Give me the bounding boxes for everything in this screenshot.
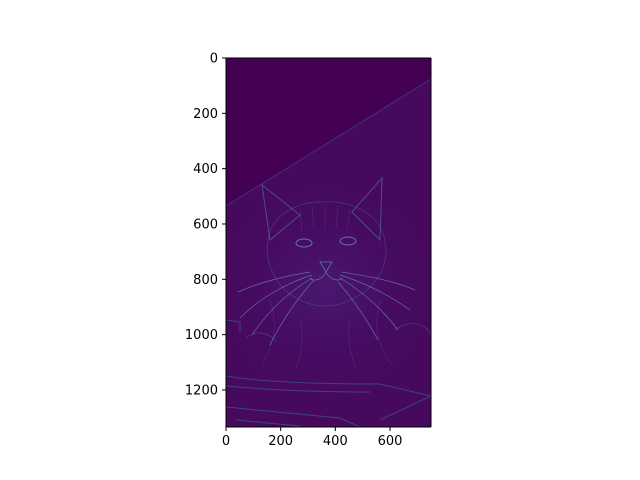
- y-axis: 0 200 400 600 800 1000 1200: [185, 52, 226, 398]
- x-axis: 0 200 400 600: [222, 427, 403, 449]
- cat-right-paw: [394, 323, 431, 336]
- axes-frame: [225, 57, 432, 428]
- cat-body: [226, 190, 431, 410]
- y-tick-label: 400: [193, 162, 218, 177]
- y-tick-label: 600: [193, 217, 218, 232]
- x-tick-label: 600: [378, 434, 403, 449]
- cat-right-eye: [339, 236, 357, 246]
- y-tick-label: 1200: [185, 383, 218, 398]
- x-tick-label: 0: [222, 434, 230, 449]
- y-tick-label: 200: [193, 107, 218, 122]
- cat-left-paw: [245, 332, 277, 343]
- cat-nose: [319, 261, 333, 273]
- cat-head: [266, 201, 387, 307]
- y-tick-label: 0: [210, 52, 218, 67]
- cat-right-ear: [351, 176, 383, 242]
- diagonal-edge: [226, 78, 431, 207]
- y-tick-label: 1000: [185, 328, 218, 343]
- bed-edges: [226, 319, 431, 427]
- x-tick-label: 400: [323, 434, 348, 449]
- cat-fur: [261, 205, 393, 371]
- y-tick-label: 800: [193, 273, 218, 288]
- x-tick-label: 200: [268, 434, 293, 449]
- cat-left-ear: [261, 183, 301, 241]
- cat-left-eye: [295, 238, 313, 248]
- cat-whiskers: [237, 271, 416, 346]
- heatmap-image: [226, 58, 431, 427]
